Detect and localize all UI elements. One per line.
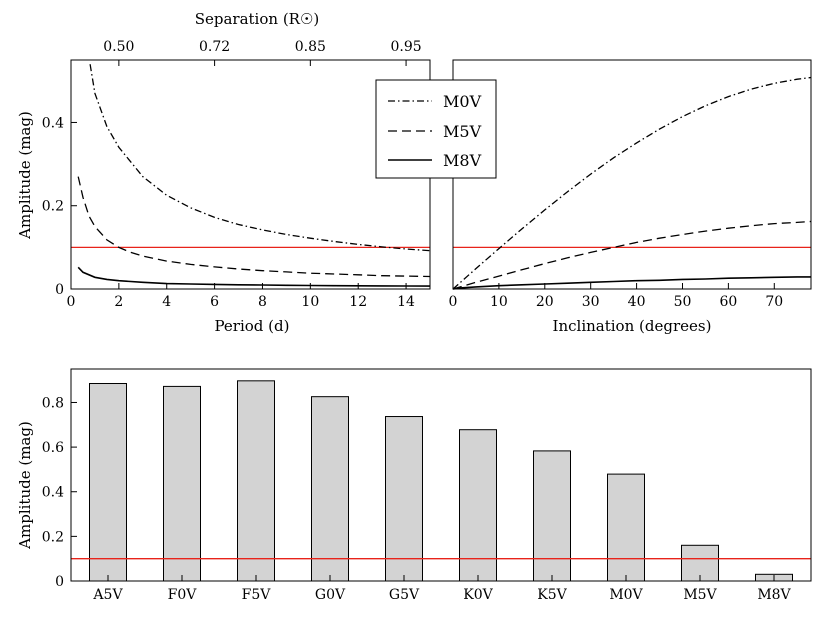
amplitude-axis-label-top: Amplitude (mag) bbox=[16, 111, 34, 240]
bar-k5v bbox=[533, 450, 571, 582]
y-tick-label: 0 bbox=[55, 282, 64, 298]
x-tick-label: 0 bbox=[449, 294, 458, 310]
spectral-type-panel: A5V F0V F5V G0V G5V K0V K5V M0V M5V M8V 0 0.2 0.4 0.6… bbox=[42, 368, 812, 603]
x-tick-label: 12 bbox=[349, 294, 367, 310]
y-tick-label: 0.2 bbox=[42, 529, 64, 545]
bar-f0v bbox=[163, 385, 201, 582]
x-tick-label: 10 bbox=[490, 294, 508, 310]
inclination-axis-label: Inclination (degrees) bbox=[553, 317, 712, 335]
x-tick-label: 70 bbox=[765, 294, 783, 310]
x-tick-label: 4 bbox=[162, 294, 171, 310]
series-m8v-line bbox=[77, 266, 431, 287]
bar-a5v bbox=[89, 383, 127, 582]
x-tick-label: 20 bbox=[536, 294, 554, 310]
x-tick-label: 50 bbox=[674, 294, 692, 310]
legend-box bbox=[375, 79, 497, 179]
x-tick-label: 8 bbox=[258, 294, 267, 310]
series-m5v-line bbox=[452, 220, 812, 290]
y-tick-label: 0.8 bbox=[42, 395, 64, 411]
y-tick-label: 0.6 bbox=[42, 440, 64, 456]
x-tick-label: 2 bbox=[114, 294, 123, 310]
series-m5v-line bbox=[77, 176, 431, 278]
x-tick-label: 40 bbox=[628, 294, 646, 310]
x-tick-label: G5V bbox=[389, 587, 420, 603]
top-tick-label: 0.50 bbox=[103, 39, 134, 55]
inclination-panel: 0 10 20 30 40 50 60 70 bbox=[449, 59, 812, 310]
period-axis-label: Period (d) bbox=[215, 317, 290, 335]
x-tick-label: F0V bbox=[168, 587, 198, 603]
series-m8v-line bbox=[452, 276, 811, 290]
bar-g0v bbox=[311, 396, 349, 582]
x-tick-label: K0V bbox=[463, 587, 493, 603]
period-panel: 0 2 4 6 8 10 12 14 0 0.2 0.4 0.50 0.72 0.85 0.95 bbox=[42, 39, 431, 310]
x-tick-label: 30 bbox=[582, 294, 600, 310]
y-tick-label: 0.4 bbox=[42, 115, 64, 131]
top-tick-label: 0.85 bbox=[295, 39, 326, 55]
legend: M0V M5V M8V bbox=[375, 79, 497, 179]
x-tick-label: M0V bbox=[609, 587, 643, 603]
amplitude-axis-label-bottom: Amplitude (mag) bbox=[16, 421, 34, 550]
x-tick-label: G0V bbox=[315, 587, 346, 603]
x-tick-label: 14 bbox=[397, 294, 415, 310]
x-tick-label: 10 bbox=[301, 294, 319, 310]
x-tick-label: 60 bbox=[719, 294, 737, 310]
x-tick-label: M8V bbox=[757, 587, 791, 603]
x-tick-label: M5V bbox=[683, 587, 717, 603]
bar-k0v bbox=[459, 429, 497, 582]
x-tick-label: A5V bbox=[92, 587, 123, 603]
legend-m8v-label: M8V bbox=[443, 151, 482, 170]
plot-frame bbox=[70, 368, 812, 582]
bar-g5v bbox=[385, 416, 423, 582]
bar-f5v bbox=[237, 380, 275, 582]
bar-m0v bbox=[607, 473, 645, 582]
x-tick-label: F5V bbox=[242, 587, 272, 603]
y-tick-label: 0.2 bbox=[42, 199, 64, 215]
y-tick-label: 0.4 bbox=[42, 485, 64, 501]
x-tick-label: 6 bbox=[210, 294, 219, 310]
legend-m5v-label: M5V bbox=[443, 122, 482, 141]
top-tick-label: 0.95 bbox=[390, 39, 421, 55]
separation-axis-label: Separation (R☉) bbox=[195, 10, 320, 28]
top-tick-label: 0.72 bbox=[199, 39, 230, 55]
series-m0v-line bbox=[452, 76, 812, 290]
legend-m0v-label: M0V bbox=[443, 92, 482, 111]
y-tick-label: 0 bbox=[55, 574, 64, 590]
x-tick-label: K5V bbox=[537, 587, 567, 603]
series-m0v-line bbox=[89, 64, 431, 252]
x-tick-label: 0 bbox=[67, 294, 76, 310]
